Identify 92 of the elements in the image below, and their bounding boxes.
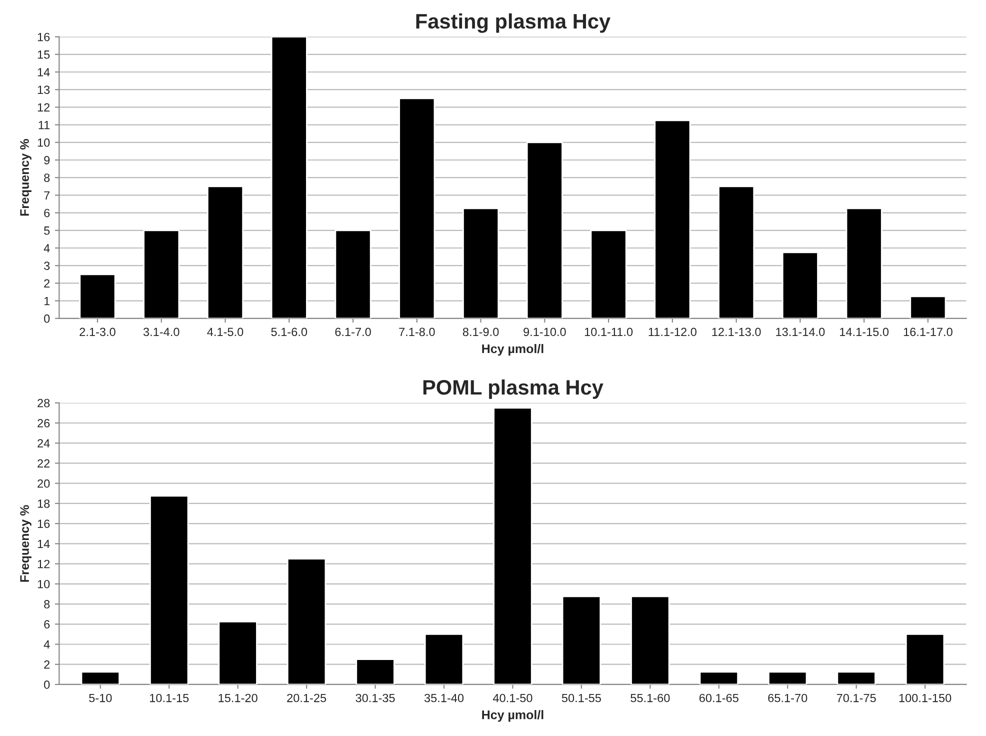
bar — [493, 407, 532, 684]
y-tick-label: 7 — [44, 191, 50, 200]
bar — [356, 658, 395, 684]
y-axis-title: Frequency % — [20, 139, 32, 216]
y-tick-label: 26 — [38, 419, 50, 428]
bar — [270, 36, 308, 318]
bar — [206, 186, 244, 318]
y-tick-label: 12 — [38, 103, 50, 112]
x-axis-title: Hcy µmol/l — [482, 710, 544, 722]
y-tick-label: 6 — [44, 620, 50, 629]
x-tick-label: 60.1-65 — [699, 694, 738, 702]
x-tick-label: 5-10 — [89, 694, 112, 702]
bar — [286, 558, 326, 684]
x-axis-title: Hcy µmol/l — [482, 344, 544, 356]
bar — [398, 98, 436, 318]
y-tick-label: 20 — [38, 479, 50, 488]
x-tick-label: 55.1-60 — [630, 694, 670, 702]
y-tick-label: 18 — [38, 499, 50, 508]
y-tick-label: 11 — [38, 120, 50, 130]
x-tick-label: 11.1-12.0 — [648, 328, 696, 336]
bar — [654, 120, 691, 318]
bar — [910, 296, 946, 318]
x-tick-label: 4.1-5.0 — [207, 328, 244, 336]
bar — [526, 142, 563, 318]
bar — [846, 208, 882, 318]
x-tick-label: 30.1-35 — [356, 694, 395, 702]
y-tick-label: 15 — [38, 50, 50, 59]
x-tick-label: 7.1-8.0 — [399, 328, 435, 336]
bar — [905, 634, 945, 684]
y-tick-label: 10 — [38, 138, 50, 147]
bar — [218, 620, 258, 684]
bar — [562, 596, 602, 684]
x-tick-label: 13.1-14.0 — [776, 328, 825, 336]
x-tick-label: 40.1-50 — [492, 694, 532, 702]
y-tick-label: 24 — [38, 439, 50, 448]
y-tick-label: 4 — [44, 244, 50, 252]
y-tick-label: 14 — [38, 540, 50, 548]
x-tick-label: 70.1-75 — [836, 694, 876, 702]
y-tick-label: 9 — [44, 156, 50, 164]
chart-title: POML plasma Hcy — [423, 379, 604, 399]
x-tick-label: 35.1-40 — [424, 694, 464, 702]
bar — [590, 230, 627, 318]
bar — [79, 274, 116, 318]
y-tick-label: 1 — [44, 296, 50, 306]
x-tick-label: 3.1-4.0 — [143, 328, 180, 336]
y-tick-label: 16 — [38, 520, 50, 528]
chart-title: Fasting plasma Hcy — [416, 13, 610, 33]
bar — [718, 186, 755, 318]
y-tick-label: 8 — [44, 174, 50, 182]
y-tick-label: 2 — [44, 279, 50, 288]
x-tick-label: 9.1-10.0 — [524, 328, 566, 336]
bar — [836, 671, 876, 684]
y-tick-label: 14 — [38, 68, 50, 76]
y-tick-label: 3 — [44, 262, 50, 270]
y-tick-label: 4 — [44, 640, 50, 649]
y-tick-label: 10 — [38, 580, 50, 588]
x-tick-label: 15.1-20 — [218, 694, 258, 702]
y-tick-label: 5 — [44, 226, 50, 235]
bar — [630, 596, 670, 684]
y-tick-label: 13 — [38, 86, 50, 94]
x-tick-label: 8.1-9.0 — [462, 328, 499, 336]
x-tick-label: 50.1-55 — [562, 694, 601, 702]
y-tick-label: 0 — [44, 680, 50, 689]
y-axis-title: Frequency % — [20, 505, 32, 582]
x-tick-label: 16.1-17.0 — [904, 328, 952, 336]
bar — [782, 252, 818, 318]
y-tick-label: 0 — [44, 314, 50, 323]
bar — [80, 671, 120, 684]
x-tick-label: 14.1-15.0 — [840, 328, 889, 336]
y-tick-label: 6 — [44, 208, 50, 218]
bar — [334, 230, 372, 318]
x-tick-label: 10.1-11.0 — [584, 328, 633, 336]
x-tick-label: 65.1-70 — [768, 694, 808, 702]
bar — [424, 634, 464, 684]
bar — [150, 495, 189, 684]
x-tick-label: 20.1-25 — [287, 694, 326, 702]
y-tick-label: 2 — [44, 660, 50, 669]
y-tick-label: 16 — [38, 32, 50, 42]
y-tick-label: 22 — [38, 459, 50, 468]
x-tick-label: 10.1-15 — [150, 694, 189, 702]
x-tick-label: 5.1-6.0 — [271, 328, 308, 336]
y-tick-label: 8 — [44, 600, 50, 608]
x-tick-label: 100.1-150 — [899, 694, 952, 702]
x-tick-label: 6.1-7.0 — [335, 328, 371, 336]
bar — [699, 671, 738, 684]
bar — [143, 230, 180, 318]
x-tick-label: 12.1-13.0 — [712, 328, 761, 336]
y-tick-label: 12 — [38, 560, 50, 568]
y-tick-label: 28 — [38, 398, 50, 408]
bar — [462, 208, 500, 318]
x-tick-label: 2.1-3.0 — [80, 328, 116, 336]
bar — [768, 671, 808, 684]
